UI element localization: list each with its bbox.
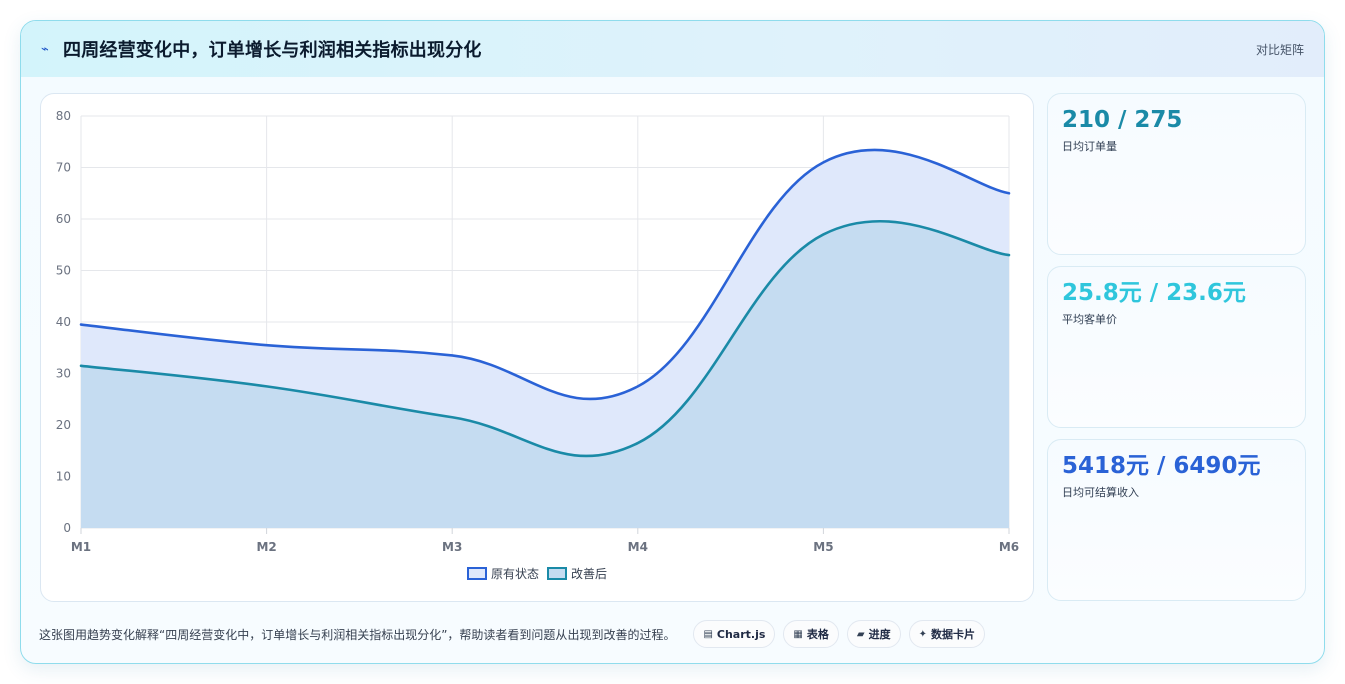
table-icon: ▦ [793,628,803,640]
x-tick-label: M5 [813,540,833,554]
x-tick-label: M3 [442,540,462,554]
data-card-tag[interactable]: ✦ 数据卡片 [908,620,985,648]
chartjs-tag[interactable]: ▤ Chart.js [693,620,776,648]
y-tick-label: 20 [56,418,71,432]
lightning-icon: ⌁ [41,41,49,57]
legend-label-original: 原有状态 [490,567,539,581]
progress-tag-label: 进度 [868,628,891,641]
series-improved-line [79,219,1011,458]
chart-panel: 0 10 20 30 40 50 60 70 80 M1 M2 M3 M4 M5 M6 原有状态 改善后 [40,93,1034,602]
area-chart: 0 10 20 30 40 50 60 70 80 M1 M2 M3 M4 M5 M6 [56,109,1019,554]
y-tick-label: 60 [56,212,71,226]
legend-swatch-original [466,567,487,580]
compare-matrix-link[interactable]: 对比矩阵 [1255,42,1304,57]
legend-label-improved: 改善后 [571,567,608,581]
legend-item-original[interactable]: 原有状态 [466,565,539,582]
stat-card-revenue: 5418元 / 6490元 日均可结算收入 [1047,439,1306,601]
page-title: 四周经营变化中，订单增长与利润相关指标出现分化 [63,40,482,61]
legend-item-improved[interactable]: 改善后 [547,565,607,582]
progress-tag[interactable]: ▰ 进度 [846,620,901,648]
card-footer: 这张图用趋势变化解释“四周经营变化中，订单增长与利润相关指标出现分化”，帮助读者… [39,617,1306,651]
y-tick-label: 0 [63,521,71,535]
y-tick-label: 10 [56,470,71,484]
x-tick-label: M4 [628,540,648,554]
sparkle-icon: ✦ [918,628,927,640]
stat-label-avg-price: 平均客单价 [1062,313,1117,326]
y-tick-label: 30 [56,367,71,381]
stat-label-orders: 日均订单量 [1062,140,1117,153]
card-header: ⌁ 四周经营变化中，订单增长与利润相关指标出现分化 对比矩阵 [21,21,1324,77]
chartjs-tag-label: Chart.js [716,627,766,641]
table-tag[interactable]: ▦ 表格 [783,620,839,648]
progress-icon: ▰ [856,628,865,640]
chart-description: 这张图用趋势变化解释“四周经营变化中，订单增长与利润相关指标出现分化”，帮助读者… [39,627,676,642]
data-card-tag-label: 数据卡片 [930,628,975,641]
stat-value-orders: 210 / 275 [1062,107,1183,133]
stat-value-revenue: 5418元 / 6490元 [1062,453,1261,479]
stat-label-revenue: 日均可结算收入 [1062,486,1139,499]
legend-swatch-improved [547,567,567,580]
y-tick-label: 40 [56,315,71,329]
stat-card-avg-price: 25.8元 / 23.6元 平均客单价 [1047,266,1306,428]
x-tick-label: M2 [256,540,276,554]
table-tag-label: 表格 [806,628,829,641]
x-tick-label: M6 [999,540,1019,554]
x-tick-label: M1 [71,540,91,554]
y-tick-label: 70 [56,161,71,175]
stat-value-avg-price: 25.8元 / 23.6元 [1062,280,1246,306]
dashboard-card: ⌁ 四周经营变化中，订单增长与利润相关指标出现分化 对比矩阵 0 10 20 30 40… [20,20,1325,664]
series-original-line [79,148,1011,401]
y-tick-label: 50 [56,264,71,278]
y-tick-label: 80 [56,109,71,123]
chart-legend: 原有状态 改善后 [41,565,1033,582]
stat-card-orders: 210 / 275 日均订单量 [1047,93,1306,255]
series-improved-area [81,221,1009,528]
chart-icon: ▤ [703,628,713,640]
